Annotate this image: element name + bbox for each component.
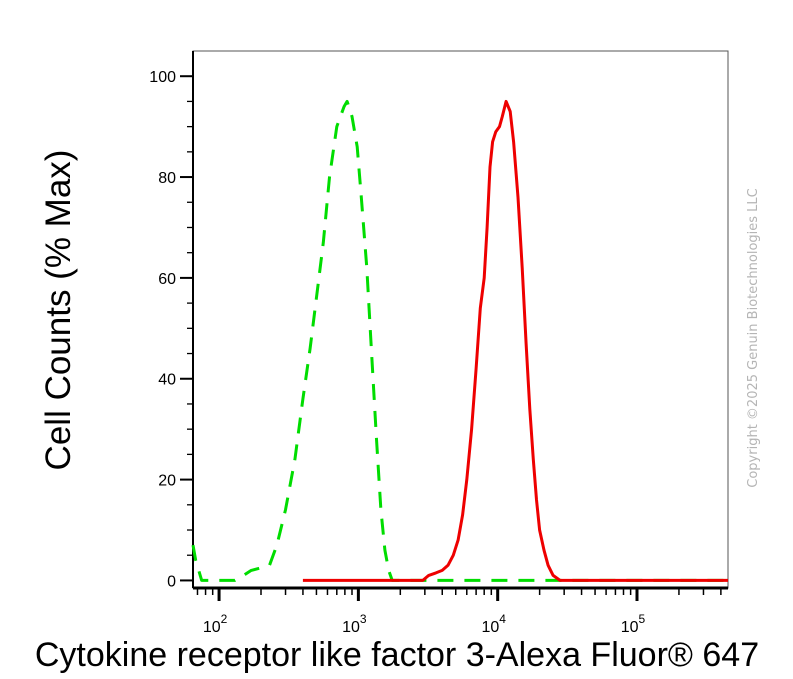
y-tick-label: 20 bbox=[158, 473, 176, 490]
plot-frame bbox=[192, 50, 729, 589]
y-tick-label: 40 bbox=[158, 372, 176, 389]
series-line-1 bbox=[191, 99, 728, 582]
x-tick-label: 102 bbox=[203, 612, 228, 636]
y-tick-label: 60 bbox=[158, 271, 176, 288]
series-line-2 bbox=[302, 99, 728, 582]
x-axis-title: Cytokine receptor like factor 3-Alexa Fl… bbox=[35, 636, 759, 674]
series-layer bbox=[191, 99, 728, 582]
x-tick-label: 104 bbox=[481, 612, 506, 636]
x-tick-label: 103 bbox=[342, 612, 367, 636]
y-tick-label: 80 bbox=[158, 170, 176, 187]
x-tick-label: 105 bbox=[621, 612, 646, 636]
y-tick-label: 100 bbox=[149, 69, 176, 86]
y-axis: 0 20 40 60 80 100 bbox=[149, 51, 194, 590]
x-axis: 102 103 104 105 bbox=[193, 586, 728, 636]
copyright-watermark: Copyright ©2025 Genuin Biotechnologies L… bbox=[746, 188, 761, 487]
y-tick-label: 0 bbox=[167, 573, 176, 590]
y-axis-title: Cell Counts (% Max) bbox=[39, 150, 78, 471]
